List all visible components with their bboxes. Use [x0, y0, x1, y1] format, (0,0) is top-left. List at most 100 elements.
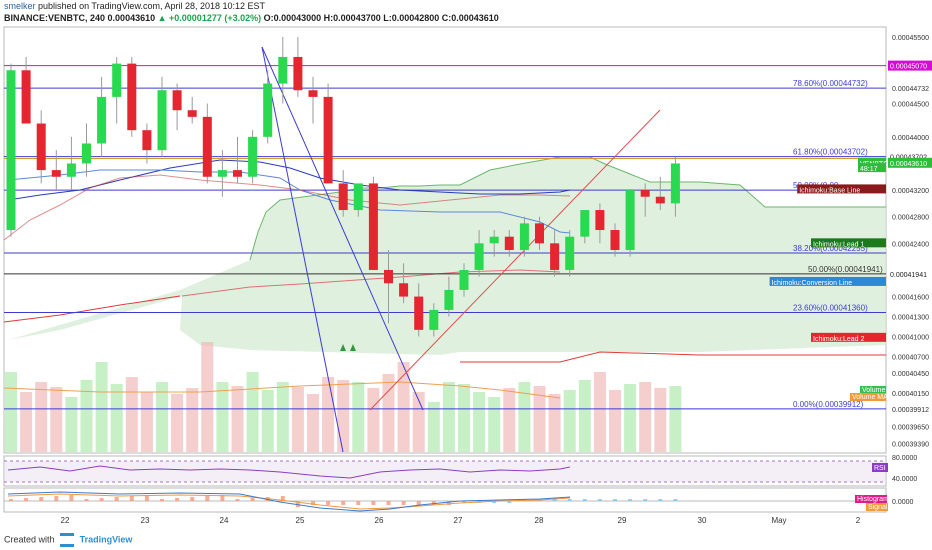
- macd-histogram-bar: [613, 499, 617, 501]
- price-change: ▲ +0.00001277 (+3.02%): [157, 13, 262, 23]
- volume-bar: [578, 380, 591, 452]
- volume-bar: [50, 387, 63, 452]
- brand-name[interactable]: TradingView: [79, 534, 133, 545]
- fib-level-label: 61.80%(0.00043702): [793, 148, 868, 157]
- axis-tag-bg: [888, 151, 932, 162]
- macd-histogram-bar: [643, 499, 648, 501]
- fib-level-label: 50.00%(0.00041941): [808, 265, 883, 274]
- volume-bar: [156, 382, 168, 452]
- candle-down: [127, 63, 137, 131]
- macd-histogram-bar: [492, 501, 497, 503]
- y-tick-label: 0.00044500: [892, 102, 929, 109]
- fib-level-label: 78.60%(0.00044732): [793, 79, 868, 88]
- macd-histogram-bar: [582, 499, 587, 501]
- macd-histogram-bar: [462, 501, 466, 503]
- candle-down: [368, 183, 378, 270]
- candle-down: [399, 283, 409, 297]
- pane-label: Ichimoku:Lead 2: [813, 336, 864, 343]
- volume-bar: [216, 382, 229, 452]
- candle-up: [474, 243, 484, 270]
- pane-label: Ichimoku:Conversion Line: [772, 280, 853, 287]
- pane-label-bg: [811, 332, 886, 342]
- macd-histogram-bar: [431, 501, 436, 505]
- macd-pane-frame: [3, 487, 887, 513]
- axis-tag-label: 0.00045070: [890, 64, 927, 71]
- macd-histogram-bar: [341, 501, 346, 505]
- candle-down: [610, 230, 620, 250]
- pane-label: Ichimoku:Base Line: [799, 187, 860, 194]
- symbol-label: BINANCE:VENBTC, 240: [4, 13, 106, 23]
- macd-histogram-bar: [673, 499, 678, 501]
- y-tick-label: 0.00043200: [892, 188, 929, 195]
- rsi-line: [7, 465, 571, 479]
- candle-up: [444, 289, 454, 310]
- volume-bar: [35, 382, 48, 452]
- x-tick-label: 26: [375, 516, 384, 525]
- created-with-text: Created with: [4, 534, 55, 545]
- candle-up: [353, 183, 363, 211]
- volume-bar: [307, 394, 319, 452]
- y-tick-label: 0.00041600: [892, 295, 929, 302]
- footer: Created with TradingView: [4, 533, 132, 547]
- macd-histogram-bar: [220, 495, 225, 501]
- candle-up: [565, 236, 575, 270]
- y-tick-label: 0.00042800: [892, 215, 929, 222]
- legend-bg: [855, 495, 887, 503]
- legend-bg: [850, 393, 886, 401]
- macd-histogram-bar: [386, 501, 391, 505]
- y-tick-label: 0.00040700: [892, 354, 929, 361]
- candle-down: [535, 223, 544, 244]
- candle-up: [278, 56, 288, 84]
- candle-up: [157, 90, 167, 151]
- macd-histogram-bar: [39, 497, 44, 501]
- ichimoku-lead2-curve: [181, 269, 561, 297]
- volume-bar: [488, 397, 501, 452]
- pane-label-bg: [797, 184, 886, 194]
- volume-bar: [186, 388, 199, 452]
- macd-histogram-bar: [250, 498, 255, 501]
- volume-bar: [80, 380, 93, 452]
- y-tick-label: 0.00044732: [892, 86, 929, 93]
- candle-down: [21, 70, 31, 124]
- volume-bar: [231, 386, 244, 452]
- macd-histogram-bar: [446, 501, 451, 505]
- volume-bar: [291, 387, 304, 452]
- y-tick-label: 0.00039390: [892, 442, 929, 449]
- fib-level-label: 23.60%(0.00041360): [793, 304, 868, 313]
- x-tick-label: 29: [618, 516, 627, 525]
- macd-histogram-bar: [129, 496, 134, 501]
- ichimoku-lead2-left: [3, 295, 181, 323]
- macd-histogram-bar: [9, 499, 13, 501]
- fib-level-label: 0.00%(0.00039912): [793, 400, 864, 409]
- ichimoku-lead2-line: [460, 351, 886, 363]
- macd-histogram-bar: [371, 501, 376, 505]
- volume-bar: [201, 342, 214, 452]
- macd-histogram-bar: [24, 498, 29, 501]
- author-name[interactable]: smelker: [4, 1, 36, 11]
- x-tick-label: 2: [856, 516, 861, 525]
- candle-up: [429, 309, 439, 330]
- volume-bar: [367, 388, 380, 452]
- volume-bar: [5, 372, 17, 452]
- macd-histogram-bar: [175, 498, 180, 501]
- y-tick-label: 0.00039650: [892, 424, 929, 431]
- x-tick-label: 22: [61, 516, 70, 525]
- volume-bar: [20, 392, 33, 452]
- macd-histogram-bar: [54, 496, 59, 501]
- axis-tag-bg: [888, 60, 932, 71]
- candle-up: [519, 223, 529, 250]
- x-tick-label: 28: [535, 516, 544, 525]
- trendline-down-1: [261, 46, 424, 411]
- candle-down: [233, 170, 242, 177]
- volume-bar: [654, 388, 667, 452]
- x-tick-label: 25: [296, 516, 305, 525]
- macd-histogram-bar: [552, 499, 557, 501]
- pane-label-bg: [769, 276, 886, 286]
- macd-histogram-bar: [144, 495, 149, 501]
- candle-up: [217, 170, 227, 177]
- axis-tag-bg: [888, 268, 932, 279]
- rsi-band: [4, 461, 886, 482]
- legend-bg: [866, 503, 888, 511]
- volume-bar: [548, 394, 561, 452]
